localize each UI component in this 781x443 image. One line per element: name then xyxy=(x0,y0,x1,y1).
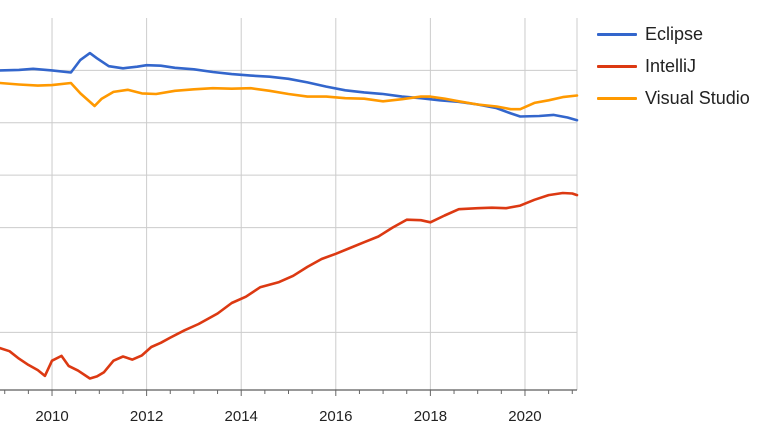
legend-item-eclipse[interactable]: Eclipse xyxy=(597,18,750,50)
legend-item-visual-studio[interactable]: Visual Studio xyxy=(597,82,750,114)
x-tick-label: 2020 xyxy=(508,408,541,425)
x-tick-label: 2016 xyxy=(319,408,352,425)
x-tick-label: 2014 xyxy=(225,408,258,425)
legend-item-intellij[interactable]: IntelliJ xyxy=(597,50,750,82)
x-tick-label: 2018 xyxy=(414,408,447,425)
legend-swatch xyxy=(597,64,637,68)
series-lines xyxy=(0,51,579,380)
series-line-eclipse xyxy=(0,51,579,122)
x-tick-label: 2012 xyxy=(130,408,163,425)
legend: Eclipse IntelliJ Visual Studio xyxy=(597,18,750,114)
legend-swatch xyxy=(597,96,637,100)
legend-swatch xyxy=(597,32,637,36)
legend-label: Visual Studio xyxy=(645,87,750,108)
series-line-visual-studio xyxy=(0,81,579,111)
x-axis: 2010 2012 2014 2016 2018 2020 xyxy=(0,389,577,425)
series-line-intellij xyxy=(0,191,579,380)
gridlines xyxy=(0,18,578,390)
legend-label: IntelliJ xyxy=(645,55,697,76)
x-tick-label: 2010 xyxy=(35,408,68,425)
legend-label: Eclipse xyxy=(645,23,704,44)
